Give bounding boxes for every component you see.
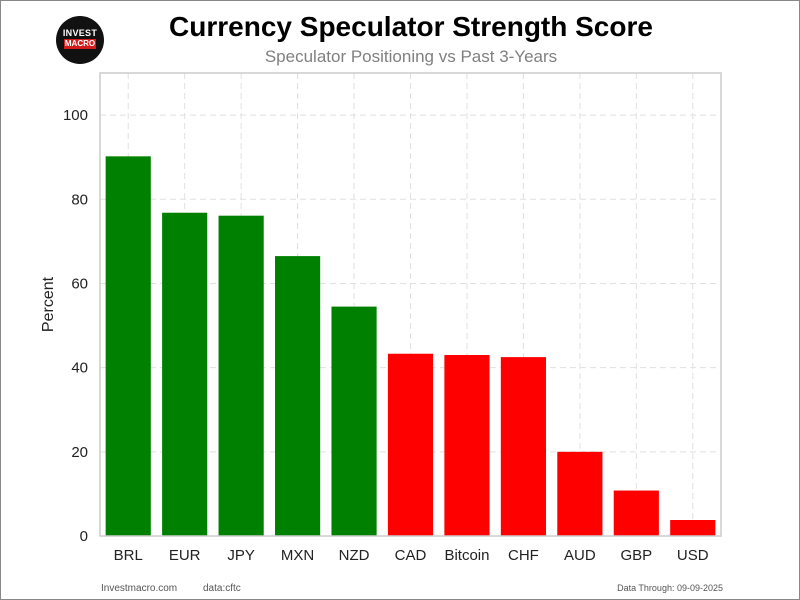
y-axis-label: Percent xyxy=(40,276,57,332)
bar-aud xyxy=(557,451,603,536)
footer-site: Investmacro.com xyxy=(101,583,178,594)
y-tick-label: 40 xyxy=(71,360,88,377)
bar-nzd xyxy=(331,306,377,536)
chart-title: Currency Speculator Strength Score xyxy=(169,11,653,42)
x-tick-label-aud: AUD xyxy=(564,547,596,564)
x-tick-label-eur: EUR xyxy=(169,547,201,564)
logo-line-macro: MACRO xyxy=(64,39,96,49)
bar-gbp xyxy=(613,490,659,536)
chart-subtitle: Speculator Positioning vs Past 3-Years xyxy=(264,47,558,66)
y-tick-label: 60 xyxy=(71,275,88,292)
x-tick-label-bitcoin: Bitcoin xyxy=(444,547,489,564)
x-tick-label-mxn: MXN xyxy=(281,547,314,564)
logo-line-invest: INVEST xyxy=(62,28,98,38)
bar-chf xyxy=(500,357,546,536)
bar-usd xyxy=(670,520,716,536)
bar-cad xyxy=(387,353,434,536)
bar-jpy xyxy=(218,215,264,537)
x-tick-label-chf: CHF xyxy=(508,547,539,564)
bar-bitcoin xyxy=(444,355,490,536)
y-tick-label: 100 xyxy=(63,107,88,124)
y-tick-label: 80 xyxy=(71,191,88,208)
x-tick-label-nzd: NZD xyxy=(339,547,370,564)
plot-area-frame xyxy=(99,72,722,537)
bar-eur xyxy=(162,212,208,536)
bar-mxn xyxy=(275,256,321,536)
y-tick-label: 20 xyxy=(71,444,88,461)
footer-source: data:cftc xyxy=(203,583,241,594)
x-tick-label-usd: USD xyxy=(677,547,709,564)
bar-brl xyxy=(105,156,151,536)
footer-date-note: Data Through: 09-09-2025 xyxy=(617,583,723,593)
x-tick-label-gbp: GBP xyxy=(620,547,652,564)
x-tick-label-cad: CAD xyxy=(395,547,427,564)
y-tick-label: 0 xyxy=(80,528,88,545)
investmacro-logo: INVEST MACRO xyxy=(56,16,104,64)
x-tick-label-brl: BRL xyxy=(114,547,143,564)
x-tick-label-jpy: JPY xyxy=(227,547,255,564)
